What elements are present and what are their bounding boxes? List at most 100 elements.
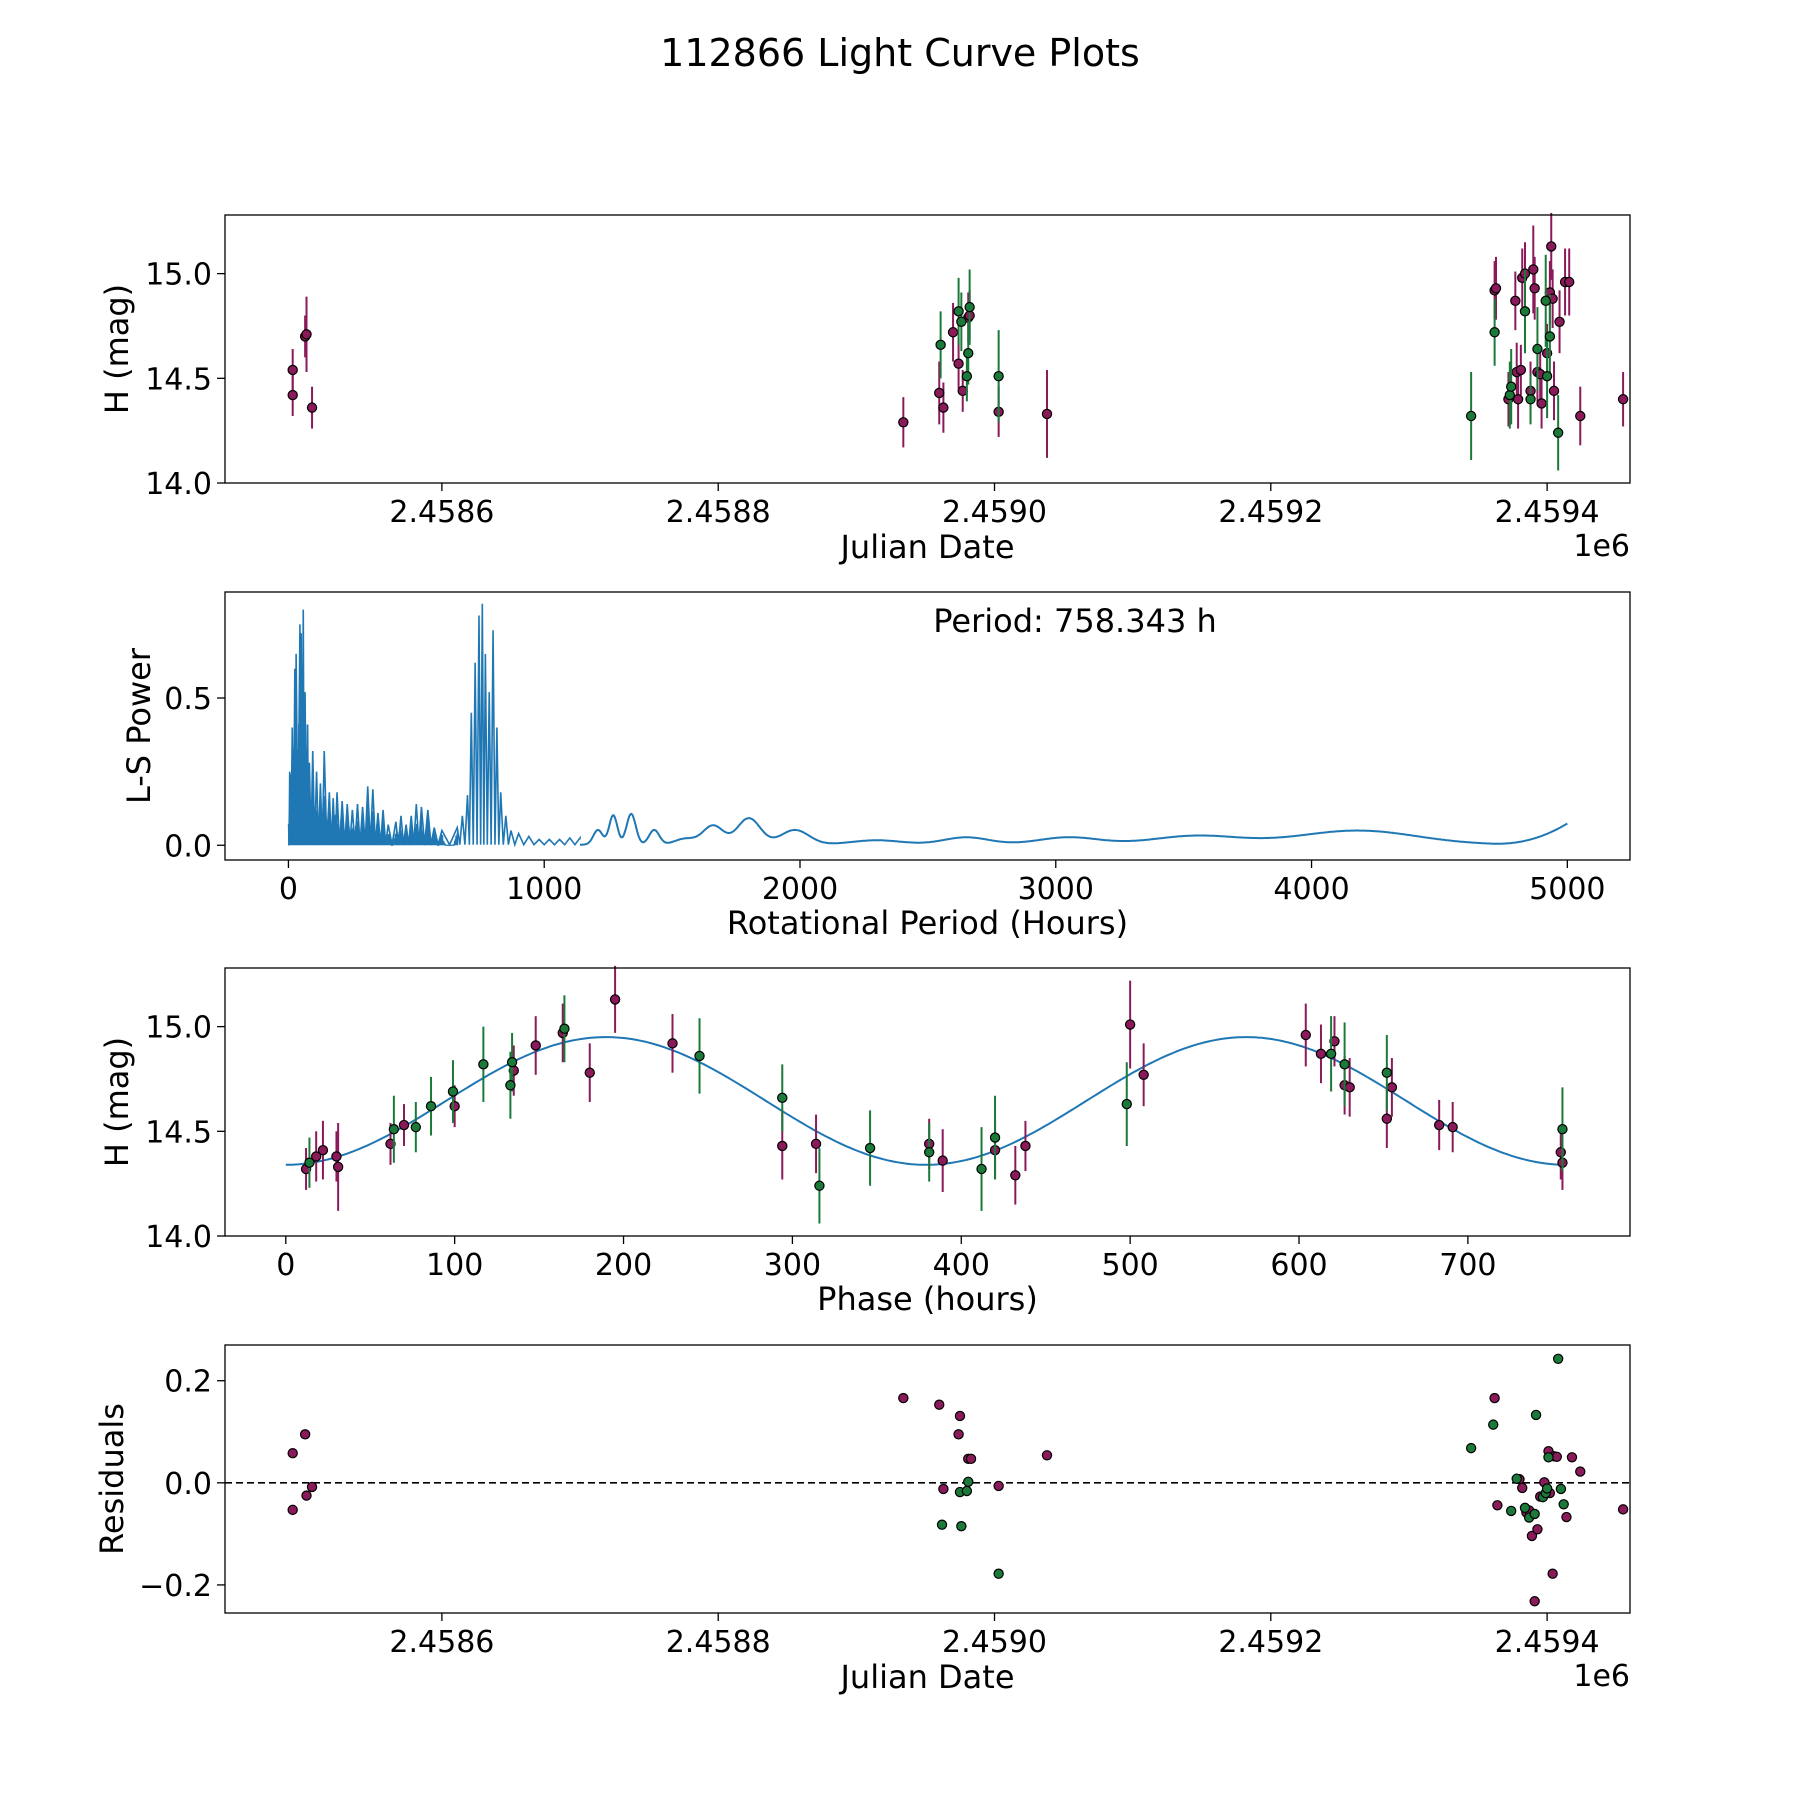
residuals-panel: 2.4586 2.4588 2.4590 2.4592 2.4594 −0.2 0.0 0.2… xyxy=(93,1344,1631,1696)
lightcurve-point-maroon xyxy=(898,417,909,428)
residuals-point-green xyxy=(993,1568,1004,1579)
phase-point-maroon xyxy=(1124,1019,1136,1030)
residuals-point-green xyxy=(956,1521,967,1532)
periodogram-y-label: L-S Power xyxy=(120,647,158,804)
residuals-x-tick-label: 2.4586 xyxy=(389,1625,494,1660)
phase-point-maroon xyxy=(1555,1147,1566,1158)
residuals-point-green xyxy=(1543,1452,1554,1463)
lightcurve-point-green xyxy=(956,316,967,327)
residuals-point-maroon xyxy=(1532,1524,1543,1535)
phase-model-curve xyxy=(285,1036,1566,1166)
lightcurve-y-label: H (mag) xyxy=(98,284,136,414)
phase-x-label: Phase (hours) xyxy=(817,1280,1038,1318)
phase-x-tick-label: 300 xyxy=(764,1248,821,1283)
period-annotation: Period: 758.343 h xyxy=(933,602,1217,640)
lightcurve-point-maroon xyxy=(1564,276,1575,288)
lightcurve-point-maroon xyxy=(953,358,964,369)
lightcurve-point-green xyxy=(1519,306,1531,317)
phase-point-green xyxy=(1557,1124,1568,1135)
lightcurve-point-maroon xyxy=(934,387,945,399)
residuals-point-green xyxy=(1555,1483,1567,1495)
lightcurve-point-green xyxy=(1541,371,1553,382)
residuals-point-green xyxy=(1529,1508,1540,1520)
residuals-point-green xyxy=(1505,1505,1517,1517)
phase-point-green xyxy=(777,1092,788,1104)
periodogram-x-tick-label: 0 xyxy=(279,872,298,907)
phase-point-maroon xyxy=(398,1119,410,1131)
residuals-point-maroon xyxy=(306,1481,318,1493)
residuals-offset-label: 1e6 xyxy=(1573,1659,1630,1694)
phase-point-green xyxy=(1381,1067,1393,1078)
lightcurve-y-tick-label: 14.5 xyxy=(145,362,212,397)
phase-point-green xyxy=(388,1124,400,1135)
lightcurve-point-maroon xyxy=(1536,398,1547,409)
lightcurve-point-maroon xyxy=(306,402,318,413)
residuals-point-maroon xyxy=(1526,1530,1538,1542)
lightcurve-data-marks xyxy=(287,212,1629,471)
phase-plot-area xyxy=(224,967,1631,1237)
phase-point-maroon xyxy=(1315,1048,1327,1060)
residuals-point-maroon xyxy=(1566,1452,1578,1463)
residuals-point-maroon xyxy=(938,1483,949,1495)
phase-point-maroon xyxy=(1381,1113,1393,1124)
residuals-point-green xyxy=(1465,1442,1477,1454)
lightcurve-plot-area xyxy=(224,214,1631,484)
lightcurve-point-maroon xyxy=(938,402,949,413)
lightcurve-point-maroon xyxy=(1528,264,1539,275)
lightcurve-point-maroon xyxy=(301,329,312,340)
residuals-point-green xyxy=(963,1476,974,1488)
phase-data-marks xyxy=(285,965,1568,1224)
residuals-point-maroon xyxy=(1489,1392,1500,1404)
periodogram-x-tick-label: 1000 xyxy=(506,872,582,907)
lightcurve-point-green xyxy=(964,301,975,313)
phase-point-maroon xyxy=(1386,1082,1398,1093)
phase-point-green xyxy=(976,1163,987,1175)
phase-point-maroon xyxy=(317,1144,329,1156)
lightcurve-point-green xyxy=(1544,331,1556,342)
lightcurve-point-maroon xyxy=(1548,385,1560,397)
phase-y-tick-label: 14.5 xyxy=(145,1115,212,1150)
periodogram-x-label: Rotational Period (Hours) xyxy=(727,904,1128,942)
lightcurve-point-green xyxy=(1540,295,1551,307)
residuals-y-tick-label: 0.0 xyxy=(164,1467,212,1502)
residuals-point-maroon xyxy=(301,1490,312,1501)
lightcurve-x-tick-label: 2.4590 xyxy=(942,495,1047,530)
residuals-point-green xyxy=(1488,1419,1499,1430)
phase-x-tick-label: 700 xyxy=(1439,1248,1496,1283)
phase-point-green xyxy=(864,1142,876,1154)
residuals-x-tick-label: 2.4594 xyxy=(1495,1625,1600,1660)
lightcurve-point-green xyxy=(1489,327,1500,338)
lightcurve-y-tick-label: 14.0 xyxy=(145,467,212,502)
residuals-point-green xyxy=(1558,1499,1569,1510)
phase-point-maroon xyxy=(1138,1069,1149,1080)
phase-point-maroon xyxy=(331,1151,342,1162)
lightcurve-point-maroon xyxy=(1617,394,1629,405)
residuals-data-marks xyxy=(225,1353,1630,1607)
residuals-point-maroon xyxy=(1547,1568,1558,1579)
phase-point-green xyxy=(505,1080,516,1091)
residuals-point-maroon xyxy=(287,1504,298,1516)
lightcurve-point-maroon xyxy=(287,389,298,401)
lightcurve-x-label: Julian Date xyxy=(838,528,1014,566)
phase-point-green xyxy=(989,1132,1001,1143)
residuals-y-tick-label: −0.2 xyxy=(139,1569,212,1604)
phase-point-maroon xyxy=(1344,1082,1355,1093)
lightcurve-point-green xyxy=(993,371,1004,382)
residuals-x-tick-label: 2.4592 xyxy=(1218,1625,1323,1660)
residuals-point-green xyxy=(1552,1353,1564,1364)
residuals-point-maroon xyxy=(1529,1596,1540,1607)
lightcurve-x-tick-label: 2.4592 xyxy=(1218,495,1323,530)
phase-x-tick-label: 100 xyxy=(426,1248,483,1283)
phase-point-green xyxy=(1339,1059,1350,1070)
phase-point-maroon xyxy=(777,1140,788,1152)
residuals-y-tick-label: 0.2 xyxy=(164,1365,212,1400)
lightcurve-x-tick-label: 2.4594 xyxy=(1495,495,1600,530)
phase-point-maroon xyxy=(385,1138,396,1150)
residuals-point-maroon xyxy=(934,1399,945,1410)
phase-point-green xyxy=(1325,1048,1337,1060)
lightcurve-point-maroon xyxy=(1575,410,1586,422)
residuals-plot-area xyxy=(224,1344,1631,1614)
residuals-point-maroon xyxy=(993,1480,1004,1492)
phase-point-maroon xyxy=(1433,1119,1445,1131)
phase-point-green xyxy=(814,1180,825,1191)
